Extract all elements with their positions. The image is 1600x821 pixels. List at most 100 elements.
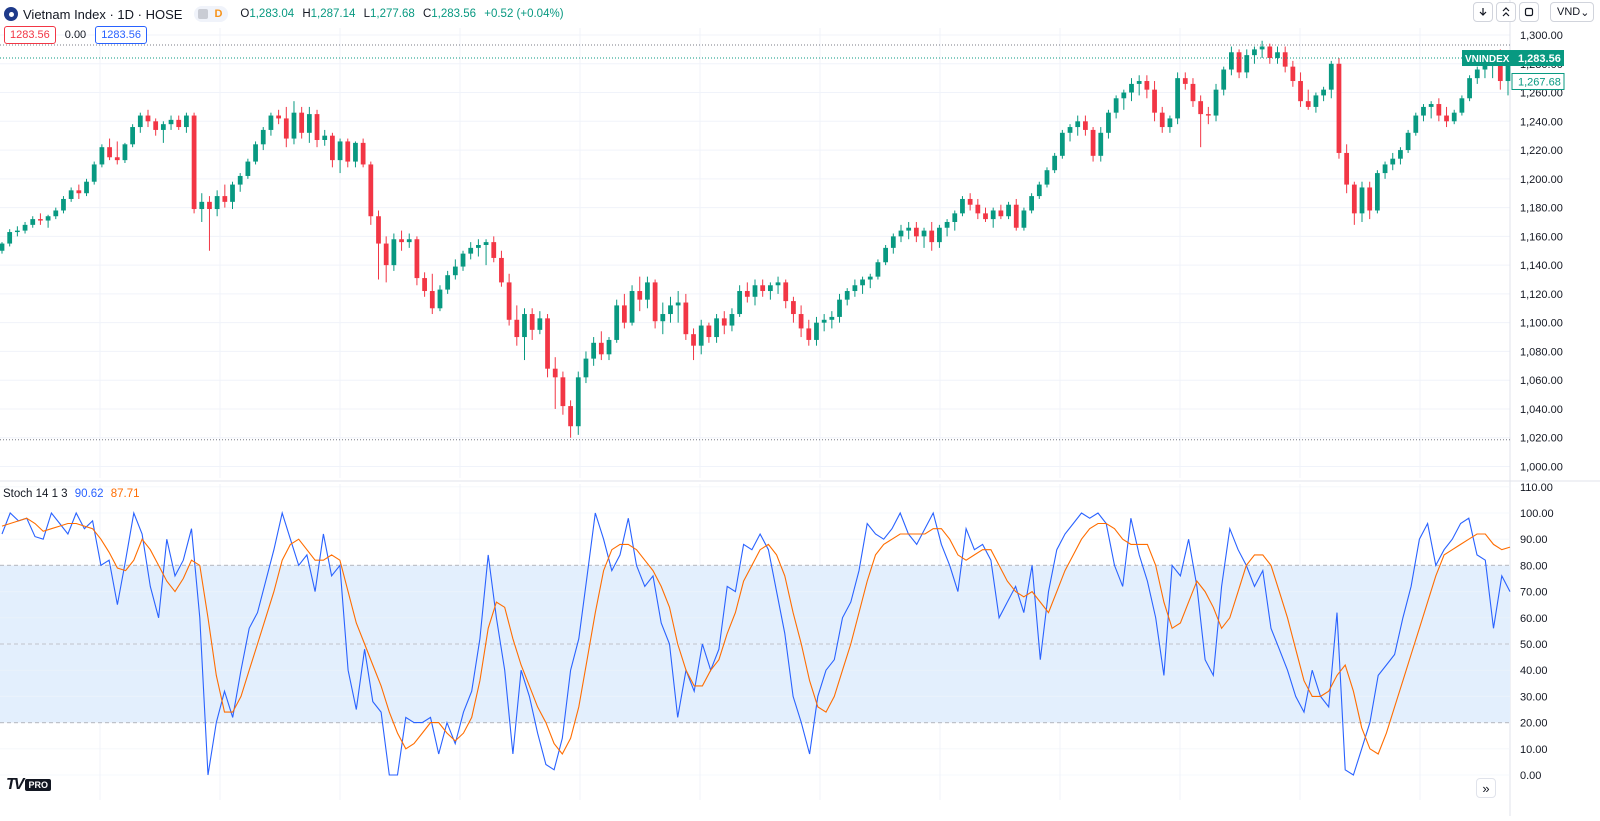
candle-body	[1459, 98, 1465, 113]
download-icon[interactable]	[1473, 2, 1493, 22]
high-label: H	[302, 8, 311, 20]
candle-body	[99, 147, 105, 165]
candle-body	[1367, 187, 1373, 211]
candle-body	[1444, 115, 1449, 122]
interval-badge[interactable]: D	[194, 6, 229, 22]
candle-body	[1182, 78, 1188, 84]
candle-body	[737, 291, 743, 315]
candle-body	[245, 161, 251, 176]
chevron-right-double-icon: »	[1482, 780, 1490, 796]
candle-body	[114, 157, 120, 161]
buy-price-button[interactable]: 1283.56	[95, 26, 147, 44]
upload-icon[interactable]	[1496, 2, 1516, 22]
candle-body	[606, 339, 612, 355]
candle-body	[798, 314, 804, 329]
candle-body	[1474, 69, 1480, 79]
price-tick-label: 1,080.00	[1520, 346, 1563, 358]
candle-body	[591, 342, 597, 359]
scroll-to-realtime-button[interactable]: »	[1476, 778, 1496, 798]
currency-select[interactable]: VND ⌄	[1550, 2, 1594, 22]
candle-body	[783, 282, 789, 302]
open-value: 1,283.04	[249, 8, 295, 20]
candle-body	[522, 314, 527, 338]
stoch-tick-label: 10.00	[1520, 744, 1548, 756]
symbol-legend: Vietnam Index · 1D · HOSE D O1,283.04 H1…	[4, 4, 564, 24]
candle-body	[621, 305, 627, 323]
symbol-title[interactable]: Vietnam Index · 1D · HOSE	[23, 6, 183, 22]
candle-body	[1344, 152, 1350, 185]
candle-body	[1067, 127, 1073, 133]
candle-body	[1436, 104, 1442, 116]
candle-body	[45, 216, 51, 221]
candle-body	[1236, 52, 1242, 73]
stoch-tick-label: 50.00	[1520, 639, 1548, 651]
candle-body	[499, 257, 504, 283]
candle-body	[898, 230, 904, 237]
candle-body	[652, 282, 658, 322]
last-price-label: 1,283.56	[1518, 53, 1561, 65]
candle-body	[990, 210, 996, 220]
visibility-toggle-icon[interactable]	[198, 9, 209, 19]
stoch-tick-label: 80.00	[1520, 560, 1548, 572]
candle-body	[645, 282, 650, 300]
low-label: L	[363, 8, 370, 20]
candle-body	[1090, 129, 1096, 156]
candle-body	[1313, 95, 1319, 107]
fullscreen-icon[interactable]	[1519, 2, 1539, 22]
candle-body	[345, 141, 351, 162]
candle-body	[1390, 158, 1396, 165]
candle-body	[698, 325, 704, 346]
price-tick-label: 1,240.00	[1520, 116, 1563, 128]
candle-body	[614, 305, 620, 340]
stoch-tick-label: 70.00	[1520, 587, 1548, 599]
candle-body	[568, 406, 573, 427]
candle-body	[668, 305, 673, 315]
price-tick-label: 1,260.00	[1520, 88, 1563, 100]
candle-body	[84, 181, 89, 194]
candle-body	[460, 253, 466, 267]
candle-body	[1098, 132, 1104, 156]
tradingview-logo[interactable]: TV PRO	[6, 776, 51, 794]
candle-body	[1021, 210, 1027, 228]
ohlc-values: O1,283.04 H1,287.14 L1,277.68 C1,283.56 …	[240, 8, 563, 20]
candle-body	[299, 112, 305, 133]
candle-body	[1259, 46, 1265, 50]
candle-body	[545, 318, 550, 369]
low-value: 1,277.68	[370, 8, 415, 20]
candle-body	[122, 144, 128, 161]
candle-body	[1052, 155, 1058, 171]
stoch-k-value: 90.62	[74, 488, 104, 500]
candle-body	[222, 196, 228, 202]
price-tick-label: 1,220.00	[1520, 145, 1563, 157]
candle-body	[683, 302, 689, 335]
candle-body	[867, 276, 873, 280]
candle-body	[1144, 81, 1150, 90]
candle-body	[1006, 204, 1011, 217]
candle-body	[637, 291, 643, 300]
candle-body	[691, 334, 696, 346]
sell-price-button[interactable]: 1283.56	[4, 26, 56, 44]
candle-body	[414, 239, 420, 279]
stoch-legend[interactable]: Stoch 14 1 3 90.62 87.71	[3, 488, 140, 500]
exchange-logo-icon	[4, 7, 18, 21]
candle-body	[468, 247, 474, 254]
candle-body	[660, 314, 666, 322]
candle-body	[76, 190, 82, 194]
stoch-d-value: 87.71	[110, 488, 140, 500]
price-tick-label: 1,160.00	[1520, 231, 1563, 243]
candle-body	[937, 227, 942, 243]
candle-body	[38, 219, 43, 221]
candle-body	[130, 127, 136, 145]
candle-body	[1106, 112, 1111, 133]
candle-body	[1159, 112, 1165, 128]
candle-body	[744, 291, 750, 297]
price-tick-label: 1,040.00	[1520, 404, 1563, 416]
candle-body	[1497, 60, 1503, 82]
candle-body	[1190, 83, 1196, 102]
candle-body	[1305, 101, 1311, 107]
candle-body	[383, 243, 389, 266]
candle-body	[1374, 173, 1380, 211]
candle-body	[491, 242, 497, 258]
